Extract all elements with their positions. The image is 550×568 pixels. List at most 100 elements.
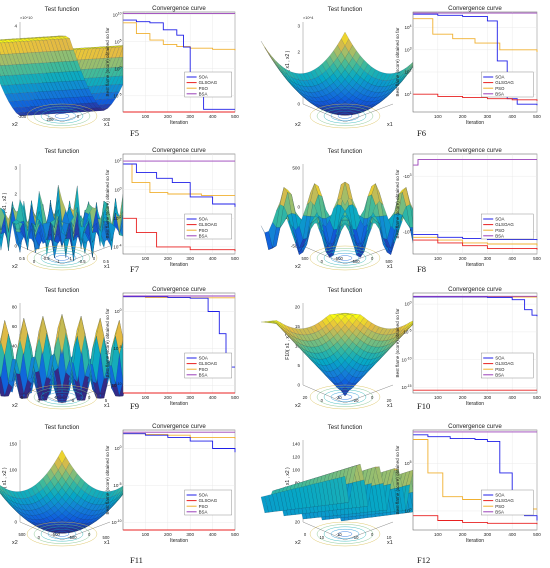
base-axis-tick-label: 10: [319, 535, 324, 540]
surface-facet: [341, 31, 349, 46]
panel-label-f8: F8: [417, 264, 426, 274]
y-tick-label: 10-5: [403, 328, 411, 334]
z-axis-label: F7( x1 , x2 ): [2, 192, 8, 219]
contour-ring: [309, 103, 381, 129]
base-axis-tick-label: 500: [103, 535, 111, 540]
base-axis-tick-label: -1: [68, 256, 72, 261]
z-exponent-label: ×10^4: [303, 16, 313, 20]
z-tick-label: 140: [292, 442, 300, 447]
contour-ring: [323, 108, 367, 124]
legend-label-soa: SOA: [495, 356, 504, 361]
x-tick-label: 400: [209, 395, 217, 400]
y-tick-label: 102: [404, 69, 411, 75]
base-axis-tick-label: -500: [51, 532, 60, 537]
panel-label-f11: F11: [130, 555, 143, 565]
convergence-panel-F6: Convergence curve 100 200 300 400 500 101 102 10…: [395, 5, 541, 126]
z-tick-label: 3: [14, 166, 17, 171]
x-tick-label: 500: [533, 114, 541, 119]
x-tick-label: 400: [209, 114, 217, 119]
x-tick-label: 100: [434, 256, 442, 261]
x-tick-label: 400: [209, 256, 217, 261]
base-axis-tick-label: -500: [351, 259, 360, 264]
convergence-title: Convergence curve: [152, 5, 206, 12]
y-axis-label: Best flame (score) obtained so far: [105, 308, 110, 377]
legend-box: [184, 71, 232, 98]
legend-label-glsoag: GLSOAG: [199, 80, 218, 85]
legend-label-bsa: BSA: [495, 91, 504, 96]
legend-label-soa: SOA: [199, 75, 208, 80]
x-tick-label: 200: [459, 256, 467, 261]
x-tick-label: 400: [508, 532, 516, 537]
x-tick-label: 100: [142, 532, 150, 537]
surface-facet: [272, 57, 281, 69]
contour-ring: [309, 245, 381, 271]
z-tick-label: 60: [12, 324, 18, 329]
x-tick-label: 400: [209, 532, 217, 537]
x-axis-label: Iteration: [466, 262, 484, 268]
x2-axis-label: x2: [295, 264, 301, 270]
base-axis-tick-label: -200: [18, 114, 27, 119]
base-axis-tick-label: 0: [321, 398, 324, 403]
legend-label-bsa: BSA: [495, 509, 504, 514]
convergence-panel-F5: Convergence curve 100 200 300 400 500 10-5 100 1…: [105, 5, 239, 126]
z-tick-label: -500: [291, 244, 301, 249]
legend-label-glsoag: GLSOAG: [495, 222, 514, 227]
x1-axis-label: x1: [387, 264, 393, 270]
test-function-title: Test function: [328, 148, 363, 155]
z-tick-label: 0: [297, 102, 300, 107]
contour-ring: [309, 521, 381, 547]
axes-frame: [302, 22, 394, 123]
convergence-title: Convergence curve: [448, 5, 502, 12]
x1-axis-label: x1: [387, 403, 393, 409]
x2-axis-label: x2: [12, 540, 18, 546]
x-tick-label: 200: [459, 532, 467, 537]
base-axis-tick-label: 0: [33, 259, 36, 264]
test-function-title: Test function: [45, 6, 80, 13]
x2-axis-label: x2: [12, 122, 18, 128]
x1-axis-label: x1: [387, 122, 393, 128]
panel-label-f12: F12: [417, 555, 430, 565]
z-tick-label: 3: [297, 24, 300, 29]
y-axis-label: Best flame (score) obtained so far: [105, 445, 110, 514]
legend-label-bsa: BSA: [199, 372, 208, 377]
y-axis-label: Best flame (score) obtained so far: [395, 445, 400, 514]
x-tick-label: 100: [434, 532, 442, 537]
panel-label-f6: F6: [417, 128, 426, 138]
base-axis-tick-label: -10: [352, 535, 359, 540]
contour-ring: [26, 103, 98, 129]
surface-facet: [264, 46, 273, 60]
x-tick-label: 500: [533, 532, 541, 537]
legend-label-pso: PSO: [495, 504, 505, 509]
x-tick-label: 300: [186, 114, 194, 119]
contour-ring: [54, 113, 70, 119]
legend-label-pso: PSO: [199, 86, 209, 91]
x2-axis-label: x2: [12, 264, 18, 270]
x-tick-label: 300: [484, 395, 492, 400]
test-function-title: Test function: [328, 287, 363, 294]
convergence-panel-F7: Convergence curve 100 200 300 400 500 10-4 10-2…: [105, 147, 239, 268]
y-axis-label: Best flame (score) obtained so far: [395, 169, 400, 238]
base-axis-tick-label: 500: [302, 256, 310, 261]
contour-ring: [33, 248, 91, 268]
y-tick-label: 10-2: [113, 215, 121, 221]
series-line-soa: [413, 13, 538, 106]
x-tick-label: 500: [533, 395, 541, 400]
x-axis-label: Iteration: [466, 538, 484, 544]
x2-axis-label: x2: [12, 403, 18, 409]
base-axis-tick-label: 500: [386, 259, 394, 264]
contour-ring: [337, 113, 353, 119]
z-tick-label: 120: [292, 455, 300, 460]
legend-label-soa: SOA: [495, 217, 504, 222]
y-tick-label: 10-15: [401, 384, 411, 390]
convergence-panel-F12: Convergence curve 100 200 300 400 500 100 105 It…: [395, 423, 541, 544]
y-tick-label: 10-4: [113, 243, 121, 249]
legend-label-glsoag: GLSOAG: [199, 498, 218, 503]
base-axis-tick-label: 0: [371, 532, 374, 537]
base-axis-tick-label: 0: [88, 395, 91, 400]
legend-label-bsa: BSA: [199, 233, 208, 238]
z-tick-label: 4: [14, 24, 17, 29]
y-tick-label: 104: [404, 24, 411, 30]
